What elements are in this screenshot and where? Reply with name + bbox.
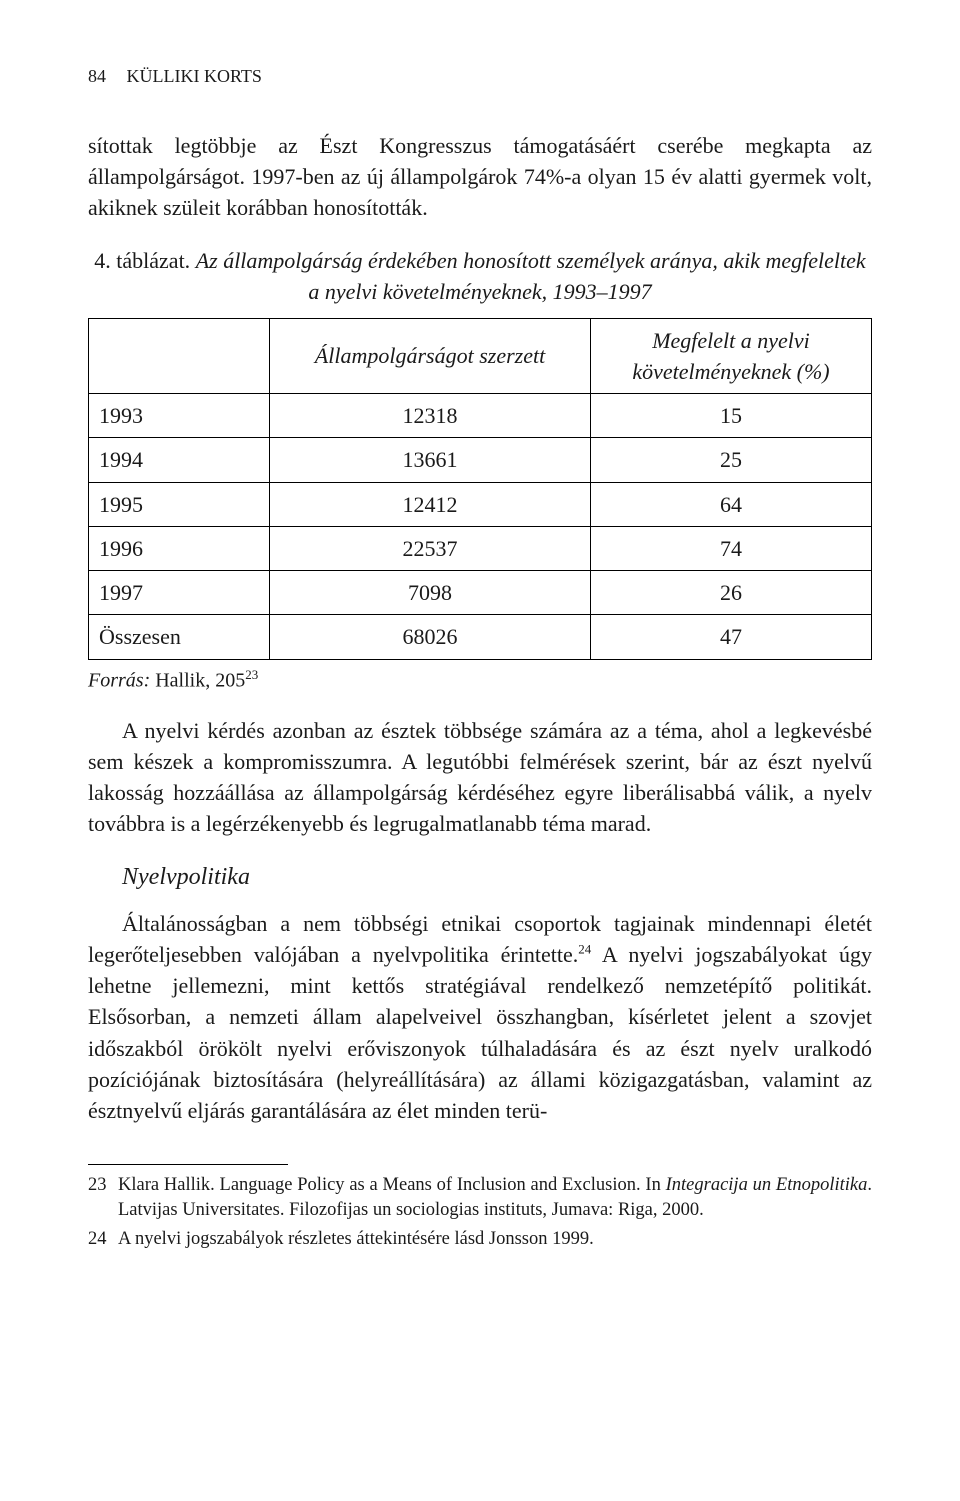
footnote-number: 23 [88, 1173, 118, 1223]
footnote: 23 Klara Hallik. Language Policy as a Me… [88, 1173, 872, 1223]
table-source-text: Hallik, 205 [155, 669, 245, 691]
footnote: 24 A nyelvi jogszabályok részletes áttek… [88, 1227, 872, 1252]
footnotes: 23 Klara Hallik. Language Policy as a Me… [88, 1173, 872, 1252]
footnote-text-pre: Klara Hallik. Language Policy as a Means… [118, 1175, 666, 1195]
table-cell-year: 1993 [89, 394, 270, 438]
table-source-label: Forrás: [88, 669, 150, 691]
table-row: 1994 13661 25 [89, 438, 872, 482]
footnote-ref-23: 23 [245, 667, 258, 682]
paragraph-3: Általánosságban a nem többségi etnikai c… [88, 908, 872, 1127]
table-header-empty [89, 318, 270, 393]
table-cell-b: 74 [591, 526, 872, 570]
running-head: 84 KÜLLIKI KORTS [88, 64, 872, 90]
table-cell-b: 64 [591, 482, 872, 526]
paragraph-2: A nyelvi kérdés azonban az észtek többsé… [88, 715, 872, 840]
page-number: 84 [88, 64, 106, 90]
table-cell-a: 68026 [270, 615, 591, 659]
table-cell-b: 15 [591, 394, 872, 438]
table-caption: 4. táblázat. Az állampolgárság érdekében… [88, 245, 872, 307]
page: 84 KÜLLIKI KORTS sítottak legtöbbje az É… [0, 0, 960, 1501]
paragraph-3b: A nyelvi jogszabályokat úgy lehetne jell… [88, 942, 872, 1123]
table-cell-year: Összesen [89, 615, 270, 659]
table-caption-title: Az állampolgárság érdekében honosított s… [196, 248, 866, 304]
table-row: 1995 12412 64 [89, 482, 872, 526]
table-cell-a: 12412 [270, 482, 591, 526]
table-cell-year: 1995 [89, 482, 270, 526]
footnote-text: Klara Hallik. Language Policy as a Means… [118, 1173, 872, 1223]
data-table: Állampolgárságot szerzett Megfelelt a ny… [88, 318, 872, 660]
table-cell-year: 1994 [89, 438, 270, 482]
table-header-col-b: Megfelelt a nyelvi követelményeknek (%) [591, 318, 872, 393]
table-cell-year: 1997 [89, 571, 270, 615]
footnote-ref-24: 24 [578, 942, 591, 957]
author-name: KÜLLIKI KORTS [127, 64, 262, 90]
table-source: Forrás: Hallik, 20523 [88, 666, 872, 695]
footnote-text-pre: A nyelvi jogszabályok részletes áttekint… [118, 1229, 594, 1249]
table-row: 1993 12318 15 [89, 394, 872, 438]
subheading: Nyelvpolitika [88, 860, 872, 894]
footnote-number: 24 [88, 1227, 118, 1252]
table-caption-number: 4. táblázat. [94, 248, 190, 273]
table-row-total: Összesen 68026 47 [89, 615, 872, 659]
table-cell-b: 26 [591, 571, 872, 615]
table-cell-a: 22537 [270, 526, 591, 570]
table-row: 1996 22537 74 [89, 526, 872, 570]
table-cell-a: 12318 [270, 394, 591, 438]
footnote-rule [88, 1164, 288, 1165]
table-cell-a: 13661 [270, 438, 591, 482]
table-cell-b: 47 [591, 615, 872, 659]
table-header-col-a: Állampolgárságot szerzett [270, 318, 591, 393]
footnote-text: A nyelvi jogszabályok részletes áttekint… [118, 1227, 872, 1252]
table-cell-b: 25 [591, 438, 872, 482]
table-row: 1997 7098 26 [89, 571, 872, 615]
table-header-row: Állampolgárságot szerzett Megfelelt a ny… [89, 318, 872, 393]
table-cell-year: 1996 [89, 526, 270, 570]
footnote-text-italic: Integracija un Etnopolitika [666, 1175, 868, 1195]
paragraph-1: sítottak legtöbbje az Észt Kongresszus t… [88, 130, 872, 224]
table-cell-a: 7098 [270, 571, 591, 615]
